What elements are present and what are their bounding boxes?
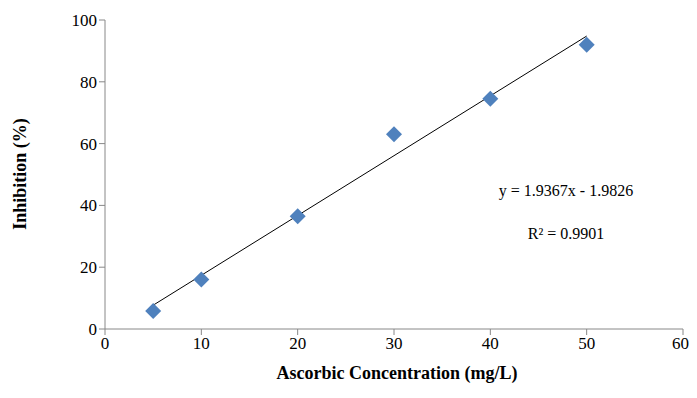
svg-text:40: 40 xyxy=(80,196,97,215)
svg-text:100: 100 xyxy=(72,11,98,30)
svg-text:20: 20 xyxy=(289,334,306,353)
svg-text:10: 10 xyxy=(193,334,210,353)
svg-text:30: 30 xyxy=(386,334,403,353)
svg-text:50: 50 xyxy=(578,334,595,353)
svg-text:20: 20 xyxy=(80,258,97,277)
svg-text:80: 80 xyxy=(80,73,97,92)
html-text:Inhibition (%): Inhibition (%) xyxy=(9,118,30,230)
html-text:y = 1.9367x - 1.9826: y = 1.9367x - 1.9826 xyxy=(498,182,634,199)
svg-text:60: 60 xyxy=(672,334,689,353)
html-text:R² = 0.9901: R² = 0.9901 xyxy=(527,225,605,242)
html-text:Ascorbic Concentration (mg/L): Ascorbic Concentration (mg/L) xyxy=(276,363,518,383)
svg-text:0: 0 xyxy=(89,320,98,339)
svg-text:60: 60 xyxy=(80,135,97,154)
svg-text:40: 40 xyxy=(482,334,499,353)
svg-text:0: 0 xyxy=(101,334,110,353)
